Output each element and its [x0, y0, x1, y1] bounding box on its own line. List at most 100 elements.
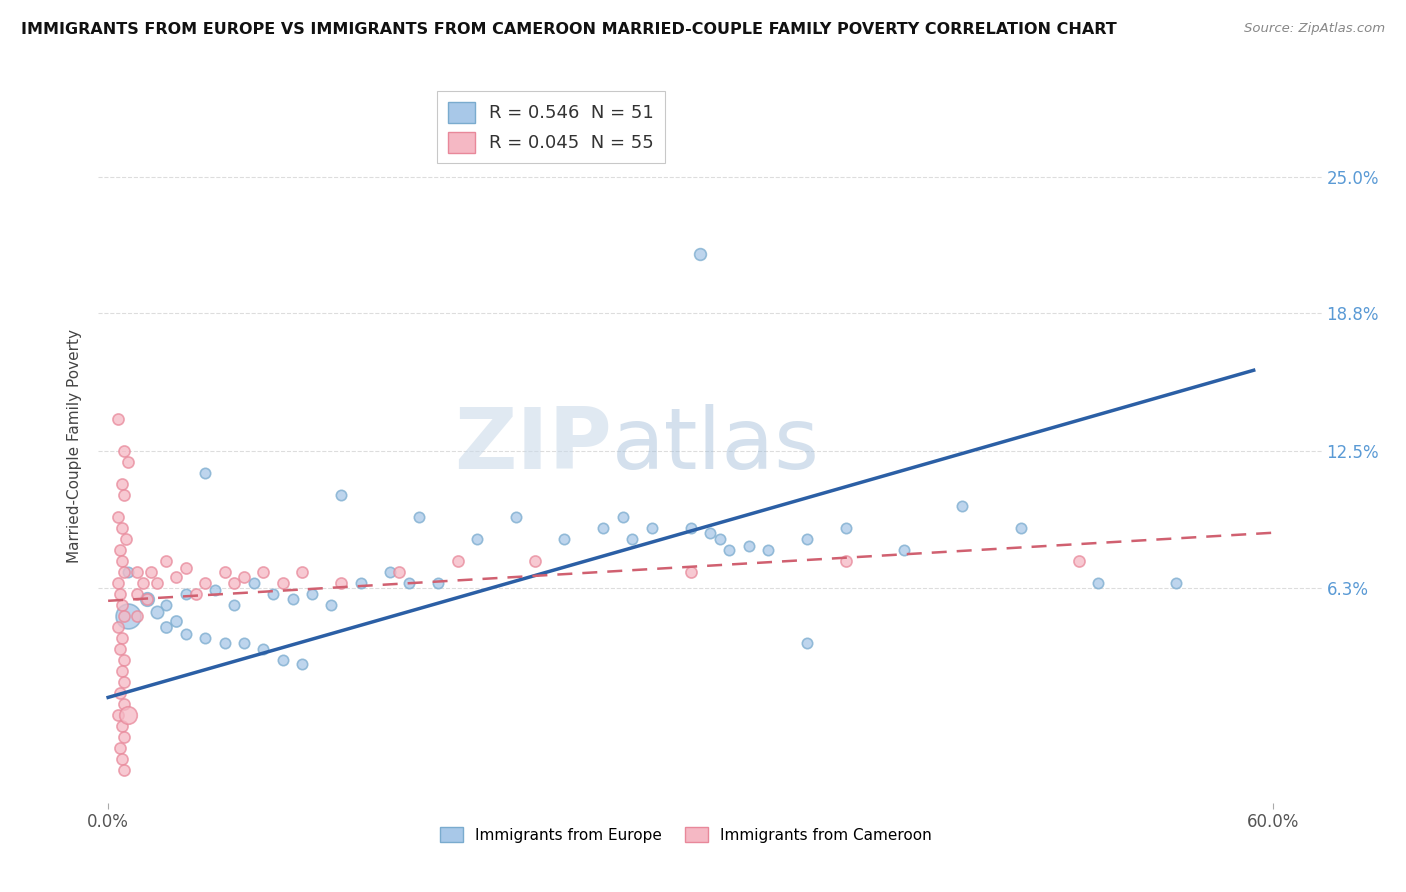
Y-axis label: Married-Couple Family Poverty: Married-Couple Family Poverty: [67, 329, 83, 563]
Point: [641, 521, 664, 535]
Point: [446, 554, 468, 568]
Point: [194, 631, 217, 645]
Point: [155, 598, 177, 612]
Point: [796, 635, 818, 649]
Point: [291, 657, 314, 672]
Point: [1087, 576, 1109, 591]
Point: [233, 635, 256, 649]
Point: [408, 510, 430, 524]
Point: [952, 500, 974, 514]
Point: [796, 533, 818, 547]
Point: [330, 576, 353, 591]
Point: [111, 631, 134, 645]
Point: [108, 740, 131, 755]
Point: [465, 533, 488, 547]
Point: [136, 591, 159, 606]
Point: [242, 576, 264, 591]
Point: [127, 609, 149, 624]
Text: Source: ZipAtlas.com: Source: ZipAtlas.com: [1244, 22, 1385, 36]
Point: [271, 576, 294, 591]
Point: [194, 467, 217, 481]
Point: [139, 566, 162, 580]
Point: [107, 411, 129, 425]
Point: [112, 697, 135, 711]
Point: [107, 576, 129, 591]
Point: [174, 561, 197, 575]
Point: [1010, 521, 1032, 535]
Point: [155, 554, 177, 568]
Point: [117, 455, 139, 469]
Point: [718, 543, 741, 558]
Point: [108, 587, 131, 601]
Point: [281, 591, 304, 606]
Point: [709, 533, 731, 547]
Point: [145, 605, 167, 619]
Text: IMMIGRANTS FROM EUROPE VS IMMIGRANTS FROM CAMEROON MARRIED-COUPLE FAMILY POVERTY: IMMIGRANTS FROM EUROPE VS IMMIGRANTS FRO…: [21, 22, 1116, 37]
Point: [1164, 576, 1187, 591]
Point: [111, 719, 134, 733]
Point: [1067, 554, 1090, 568]
Point: [112, 675, 135, 690]
Point: [689, 247, 711, 261]
Point: [224, 576, 246, 591]
Point: [214, 566, 236, 580]
Point: [204, 582, 226, 597]
Point: [553, 533, 575, 547]
Point: [107, 510, 129, 524]
Point: [114, 533, 136, 547]
Point: [679, 566, 702, 580]
Point: [184, 587, 207, 601]
Point: [112, 566, 135, 580]
Point: [111, 554, 134, 568]
Point: [835, 554, 858, 568]
Legend: Immigrants from Europe, Immigrants from Cameroon: Immigrants from Europe, Immigrants from …: [433, 821, 938, 848]
Point: [127, 587, 149, 601]
Point: [107, 708, 129, 723]
Point: [835, 521, 858, 535]
Point: [301, 587, 323, 601]
Point: [112, 609, 135, 624]
Point: [214, 635, 236, 649]
Point: [893, 543, 915, 558]
Point: [524, 554, 547, 568]
Point: [174, 587, 197, 601]
Point: [136, 591, 159, 606]
Point: [738, 539, 761, 553]
Point: [108, 543, 131, 558]
Point: [321, 598, 343, 612]
Point: [107, 620, 129, 634]
Point: [112, 653, 135, 667]
Point: [111, 477, 134, 491]
Point: [271, 653, 294, 667]
Point: [621, 533, 644, 547]
Point: [699, 525, 721, 540]
Point: [252, 566, 274, 580]
Point: [145, 576, 167, 591]
Point: [291, 566, 314, 580]
Point: [112, 763, 135, 777]
Point: [233, 569, 256, 583]
Point: [262, 587, 284, 601]
Point: [111, 664, 134, 678]
Text: atlas: atlas: [612, 404, 820, 488]
Point: [127, 566, 149, 580]
Point: [117, 609, 139, 624]
Point: [505, 510, 527, 524]
Point: [111, 752, 134, 766]
Point: [398, 576, 420, 591]
Point: [165, 614, 187, 628]
Point: [349, 576, 371, 591]
Point: [756, 543, 779, 558]
Point: [132, 576, 155, 591]
Point: [112, 488, 135, 502]
Point: [378, 566, 401, 580]
Point: [174, 626, 197, 640]
Text: ZIP: ZIP: [454, 404, 612, 488]
Point: [111, 598, 134, 612]
Point: [679, 521, 702, 535]
Point: [112, 730, 135, 744]
Point: [592, 521, 614, 535]
Point: [112, 444, 135, 458]
Point: [155, 620, 177, 634]
Point: [194, 576, 217, 591]
